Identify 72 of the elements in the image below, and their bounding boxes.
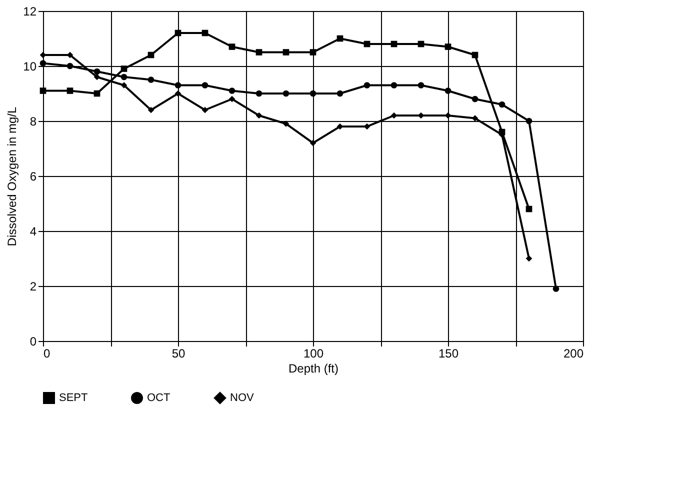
point xyxy=(444,112,452,119)
point xyxy=(336,90,344,97)
point xyxy=(498,101,506,108)
y-axis-title: Dissolved Oxygen in mg/L xyxy=(5,106,20,246)
y-tick-label: 6 xyxy=(30,170,37,184)
point xyxy=(364,40,370,48)
point xyxy=(202,82,208,88)
point xyxy=(174,30,182,36)
x-tick-label: 100 xyxy=(303,346,324,360)
point xyxy=(256,49,262,56)
point xyxy=(390,40,398,48)
point xyxy=(228,88,236,94)
point xyxy=(390,112,398,119)
point xyxy=(94,68,100,75)
y-tick-label: 0 xyxy=(30,334,37,348)
y-tick-label: 4 xyxy=(30,224,37,238)
point xyxy=(202,106,208,114)
x-tick-label: 0 xyxy=(44,346,50,360)
x-tick-label: 200 xyxy=(563,346,584,360)
point xyxy=(148,76,154,83)
point xyxy=(472,96,478,102)
point xyxy=(120,82,128,88)
x-axis-title: Depth (ft) xyxy=(288,362,339,376)
point xyxy=(66,62,74,70)
point xyxy=(418,40,424,48)
point xyxy=(228,96,236,102)
point xyxy=(256,112,262,119)
point xyxy=(228,44,236,50)
point xyxy=(526,118,532,124)
point xyxy=(66,88,74,94)
point xyxy=(120,74,128,80)
point xyxy=(526,255,532,262)
point xyxy=(472,115,478,122)
point xyxy=(310,90,316,97)
point xyxy=(66,52,74,58)
legend-label: SEPT xyxy=(59,392,88,404)
point xyxy=(256,90,262,97)
point xyxy=(148,52,154,58)
point xyxy=(94,74,100,80)
point xyxy=(364,123,370,130)
point xyxy=(174,82,182,88)
point xyxy=(120,66,128,72)
point xyxy=(364,82,370,88)
y-tick-label: 10 xyxy=(23,60,37,74)
point xyxy=(444,44,452,50)
point xyxy=(336,35,344,42)
point xyxy=(282,90,290,97)
x-tick-label: 150 xyxy=(438,346,459,360)
point xyxy=(40,52,46,58)
point xyxy=(202,30,208,36)
y-tick-label: 2 xyxy=(30,280,37,294)
point xyxy=(552,286,560,292)
point xyxy=(418,82,424,88)
point xyxy=(310,140,316,146)
point xyxy=(40,88,46,94)
point xyxy=(418,112,424,119)
legend-label: NOV xyxy=(230,392,254,404)
point xyxy=(282,49,290,56)
y-tick-label: 12 xyxy=(23,4,37,18)
point xyxy=(310,49,316,56)
point xyxy=(472,52,478,58)
point xyxy=(444,88,452,94)
point xyxy=(526,206,532,212)
legend-label: OCT xyxy=(147,392,170,404)
point xyxy=(390,82,398,88)
point xyxy=(336,123,344,130)
y-tick-label: 8 xyxy=(30,114,37,128)
point xyxy=(148,106,154,114)
point xyxy=(174,90,182,97)
point xyxy=(94,90,100,97)
x-tick-label: 50 xyxy=(172,346,186,360)
point xyxy=(282,120,290,127)
